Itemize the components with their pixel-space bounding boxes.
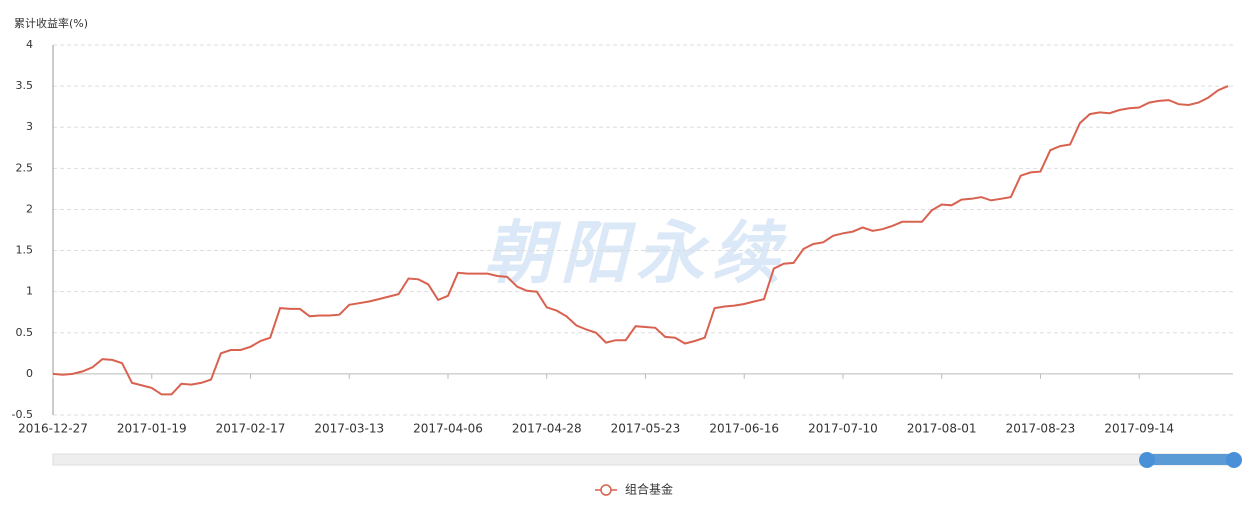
y-tick-label: 4	[26, 38, 33, 51]
x-tick-label: 2017-04-06	[413, 422, 483, 436]
x-tick-label: 2017-04-28	[512, 422, 582, 436]
watermark: 朝阳永续	[484, 215, 788, 294]
x-tick-label: 2017-08-23	[1006, 422, 1076, 436]
y-tick-label: -0.5	[12, 408, 33, 421]
slider-range[interactable]	[1147, 454, 1234, 465]
y-tick-label: 3.5	[16, 79, 34, 92]
x-tick-label: 2017-08-01	[907, 422, 977, 436]
y-tick-label: 0	[26, 367, 33, 380]
x-tick-label: 2017-07-10	[808, 422, 878, 436]
legend-marker	[600, 484, 612, 496]
slider-track	[52, 453, 1234, 466]
slider-handle[interactable]	[1139, 452, 1155, 468]
slider-handle[interactable]	[1226, 452, 1242, 468]
x-tick-label: 2017-03-13	[314, 422, 384, 436]
y-tick-label: 2.5	[16, 161, 34, 174]
y-tick-label: 1.5	[16, 244, 34, 257]
y-tick-label: 3	[26, 120, 33, 133]
line-series	[52, 85, 1229, 396]
x-tick-label: 2016-12-27	[18, 422, 88, 436]
x-tick-label: 2017-02-17	[216, 422, 286, 436]
y-tick-label: 0.5	[16, 326, 34, 339]
x-tick-label: 2017-05-23	[611, 422, 681, 436]
x-tick-label: 2017-09-14	[1104, 422, 1174, 436]
x-tick-label: 2017-01-19	[117, 422, 187, 436]
legend-label[interactable]: 组合基金	[625, 482, 673, 497]
y-tick-label: 2	[26, 202, 33, 215]
data-zoom-slider[interactable]	[52, 452, 1242, 468]
y-axis-label: 累计收益率(%)	[14, 16, 88, 30]
y-tick-label: 1	[26, 285, 33, 298]
x-tick-label: 2017-06-16	[709, 422, 779, 436]
